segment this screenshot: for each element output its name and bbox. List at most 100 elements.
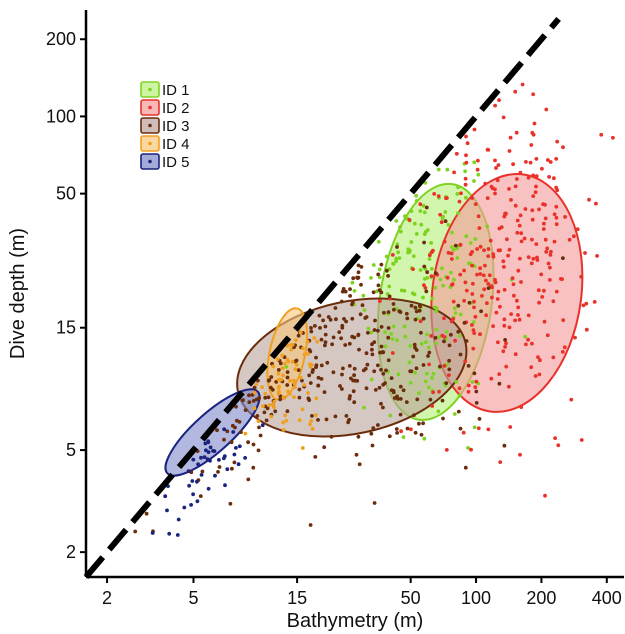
data-point (234, 446, 238, 450)
data-point (486, 286, 491, 290)
data-point (537, 207, 541, 212)
data-point (371, 426, 376, 431)
data-point (313, 455, 318, 459)
data-point (413, 371, 417, 375)
data-point (451, 248, 456, 252)
data-point (509, 198, 513, 202)
data-point (387, 294, 392, 299)
data-point (280, 366, 285, 370)
data-point (447, 343, 452, 348)
data-point (228, 501, 233, 506)
data-point (511, 162, 515, 167)
data-point (486, 427, 491, 432)
data-point (530, 208, 535, 213)
data-point (213, 473, 217, 478)
data-point (440, 333, 445, 338)
data-point (239, 430, 243, 434)
data-point (387, 284, 392, 289)
data-point (424, 371, 429, 376)
data-point (551, 355, 556, 360)
data-point (463, 280, 468, 285)
data-point (392, 396, 397, 400)
data-point (379, 344, 384, 349)
data-point (215, 428, 219, 433)
data-point (485, 196, 490, 201)
data-point (433, 336, 438, 340)
data-point (490, 186, 495, 191)
data-point (478, 332, 482, 337)
data-point (401, 388, 406, 393)
data-point (507, 247, 512, 252)
data-point (301, 346, 305, 351)
data-point (429, 267, 434, 271)
data-point (216, 470, 220, 474)
data-point (271, 405, 276, 409)
data-point (407, 218, 412, 222)
data-point (561, 318, 566, 322)
data-point (532, 121, 537, 126)
data-point (447, 358, 451, 363)
data-point (466, 389, 471, 394)
data-point (407, 360, 412, 365)
data-point (518, 170, 523, 175)
data-point (434, 309, 439, 314)
data-point (473, 202, 478, 207)
data-point (417, 421, 421, 426)
data-point (515, 177, 519, 181)
data-point (507, 187, 511, 191)
data-point (430, 404, 435, 408)
data-point (559, 277, 563, 281)
data-point (545, 246, 550, 251)
data-point (379, 325, 384, 329)
data-point (441, 283, 446, 288)
data-point (243, 408, 248, 412)
data-point (496, 289, 501, 294)
data-point (454, 379, 458, 384)
data-point (293, 385, 297, 389)
data-point (352, 289, 357, 293)
data-point (531, 173, 535, 178)
data-point (247, 393, 251, 398)
data-point (502, 317, 507, 322)
data-point (429, 274, 434, 278)
data-point (222, 456, 226, 461)
data-point (533, 374, 538, 378)
data-point (366, 330, 370, 335)
data-point (187, 483, 192, 488)
data-point (372, 369, 377, 374)
ellipse-layer (164, 173, 584, 477)
data-point (490, 295, 494, 300)
ticks-layer: 2 5 15 50 100 200 400 2 5 15 50 100 200 (46, 29, 622, 608)
data-point (434, 271, 438, 275)
data-point (316, 383, 321, 388)
data-point (494, 166, 498, 170)
data-point (472, 127, 477, 132)
data-point (294, 362, 299, 367)
data-point (562, 345, 567, 350)
data-point (611, 135, 615, 140)
data-point (457, 199, 462, 204)
data-point (523, 207, 528, 211)
data-point (372, 501, 377, 505)
data-point (409, 369, 414, 374)
data-point (486, 282, 491, 286)
data-point (543, 237, 548, 242)
data-point (347, 364, 352, 368)
data-point (450, 230, 454, 235)
data-point (470, 263, 474, 268)
data-point (255, 414, 260, 418)
data-point (330, 342, 334, 347)
data-point (376, 272, 381, 277)
data-point (469, 447, 473, 452)
data-point (572, 234, 576, 239)
data-point (546, 261, 551, 266)
data-point (414, 309, 419, 314)
data-point (377, 385, 382, 390)
data-point (394, 219, 399, 223)
data-point (449, 270, 453, 275)
data-point (437, 389, 441, 394)
data-point (308, 422, 312, 427)
data-point (579, 274, 584, 279)
data-point (439, 220, 444, 225)
data-point (355, 275, 359, 280)
